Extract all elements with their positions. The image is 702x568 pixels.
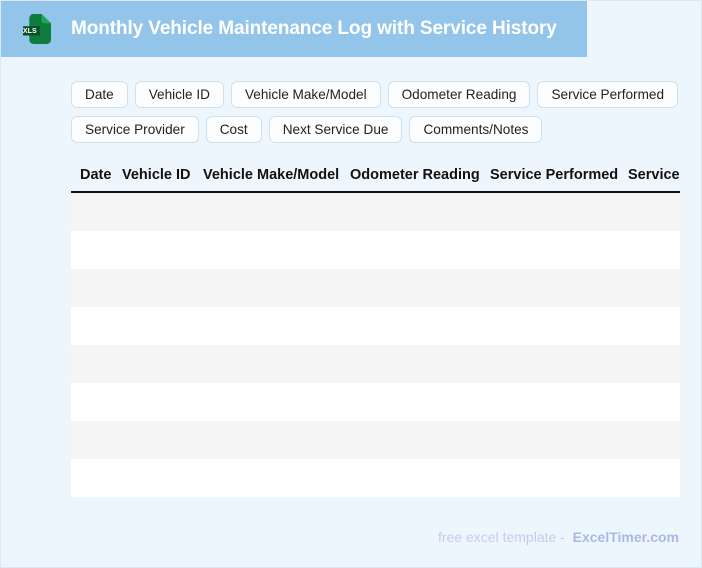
svg-text:XLS: XLS [23,27,37,35]
